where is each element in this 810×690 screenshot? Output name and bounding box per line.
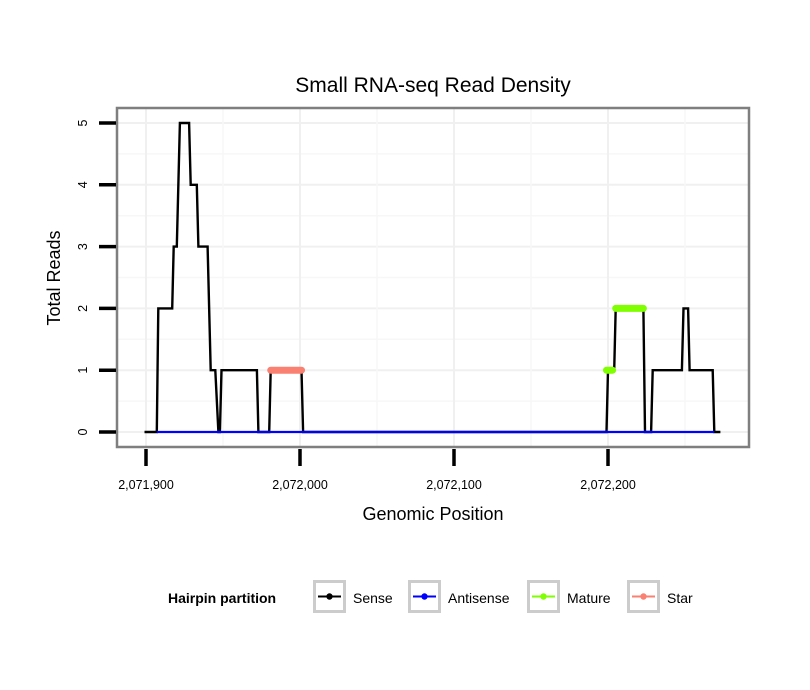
x-axis: 2,071,900 2,072,000 2,072,100 2,072,200: [118, 449, 636, 492]
legend-label-sense: Sense: [353, 590, 393, 606]
y-tick-label: 0: [76, 428, 90, 435]
y-tick-label: 1: [76, 367, 90, 374]
y-tick-label: 3: [76, 243, 90, 250]
y-axis-title: Total Reads: [44, 230, 64, 325]
legend-item-sense: Sense: [313, 580, 393, 613]
y-tick-label: 5: [76, 119, 90, 126]
legend-key-point: [326, 593, 333, 600]
y-axis: 0 1 2 3 4 5: [76, 119, 116, 435]
legend-key-point: [640, 593, 647, 600]
legend-item-mature: Mature: [527, 580, 611, 613]
x-tick-label: 2,072,000: [272, 478, 328, 492]
plot-panel: [115, 106, 751, 449]
x-tick-label: 2,071,900: [118, 478, 174, 492]
series-layer: [144, 121, 721, 434]
y-tick-label: 2: [76, 305, 90, 312]
legend-key-point: [540, 593, 547, 600]
legend-key-point: [421, 593, 428, 600]
legend-label-antisense: Antisense: [448, 590, 510, 606]
x-tick-label: 2,072,200: [580, 478, 636, 492]
panel-border: [115, 106, 751, 449]
legend-item-antisense: Antisense: [408, 580, 510, 613]
legend-label-mature: Mature: [567, 590, 611, 606]
x-tick-label: 2,072,100: [426, 478, 482, 492]
legend: Hairpin partition Sense Antisense Mature St…: [168, 580, 693, 613]
legend-item-star: Star: [627, 580, 693, 613]
legend-title: Hairpin partition: [168, 590, 276, 606]
x-axis-title: Genomic Position: [362, 504, 503, 524]
legend-label-star: Star: [667, 590, 693, 606]
y-tick-label: 4: [76, 181, 90, 188]
chart-title: Small RNA-seq Read Density: [295, 74, 571, 97]
